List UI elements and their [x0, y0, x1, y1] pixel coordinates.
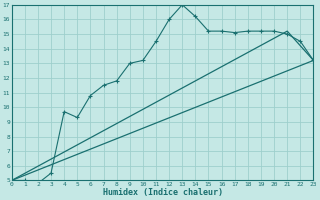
X-axis label: Humidex (Indice chaleur): Humidex (Indice chaleur): [103, 188, 223, 197]
